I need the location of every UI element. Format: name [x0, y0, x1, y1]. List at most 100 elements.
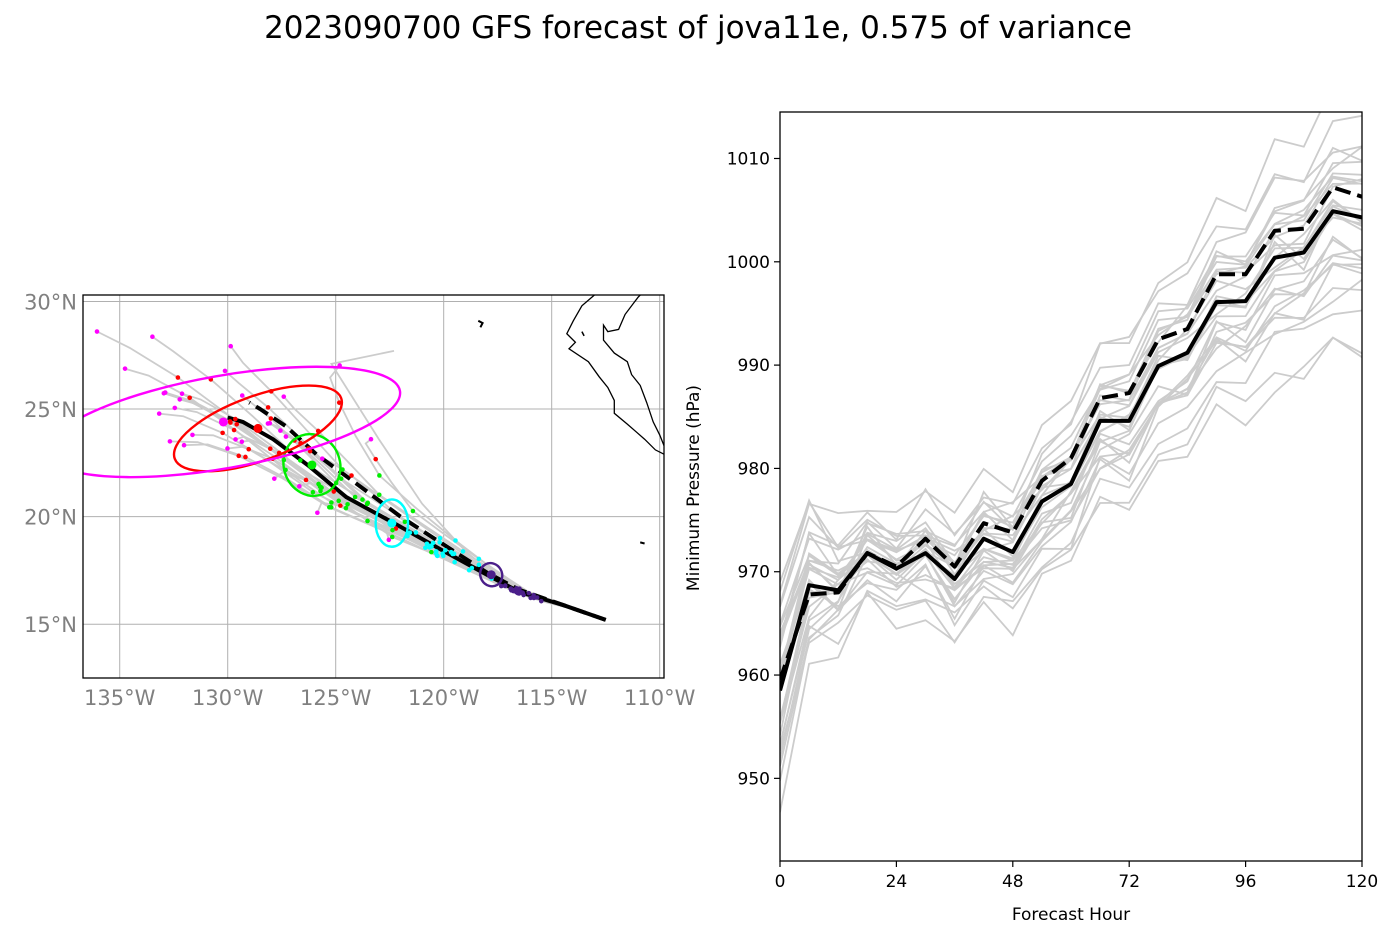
mean-position-dot: [253, 423, 263, 433]
ensemble-position-dot: [296, 484, 302, 489]
map-tick-labels: 135°W 130°W 125°W 120°W 115°W 110°W 15°N 20°N 25…: [24, 290, 696, 710]
map-y-tick-label: 30°N: [24, 290, 77, 314]
ensemble-position-dot: [511, 588, 516, 594]
ensemble-position-dot: [177, 397, 183, 402]
ensemble-position-dot: [538, 598, 544, 604]
ensemble-position-dot: [310, 489, 316, 495]
ensemble-track: [151, 335, 607, 621]
ensemble-position-dot: [161, 390, 167, 396]
ellipse-24h: [478, 561, 504, 588]
ensemble-position-dot: [526, 590, 532, 596]
ensemble-position-dot: [179, 391, 185, 397]
ensemble-pressure-line: [780, 262, 1362, 665]
ensemble-position-dot: [283, 434, 289, 439]
ensemble-position-dot: [393, 526, 399, 531]
mean-pressure-solid: [780, 209, 1362, 692]
ensemble-track: [224, 370, 607, 621]
ensemble-pressure-line: [780, 263, 1362, 678]
mean-position-dot: [307, 460, 317, 470]
ensemble-pressure-line: [780, 199, 1362, 747]
ensemble-position-dot: [336, 498, 342, 504]
ensemble-pressure-line: [780, 212, 1362, 736]
ensemble-position-dot: [327, 504, 332, 510]
map-x-tick-label: 110°W: [624, 686, 696, 710]
ensemble-position-dot: [172, 405, 178, 411]
ensemble-position-dot: [349, 473, 354, 478]
x-tick-label: 48: [1002, 872, 1024, 892]
y-tick-label: 980: [738, 459, 770, 479]
ensemble-position-dot: [520, 590, 526, 596]
mean-position-dot: [486, 570, 496, 580]
ensemble-position-dot: [413, 530, 419, 535]
ensemble-position-dot: [181, 442, 187, 448]
socorro-island: [639, 541, 645, 545]
cedros-island: [581, 331, 585, 337]
ensemble-position-dot: [365, 500, 371, 506]
ensemble-position-dot: [228, 420, 233, 425]
ensemble-position-dot: [167, 439, 173, 444]
ensemble-position-dot: [278, 428, 283, 433]
y-tick-label: 950: [738, 769, 770, 789]
ensemble-position-dot: [352, 494, 358, 500]
ensemble-position-dot: [402, 519, 408, 525]
ensemble-position-dot: [435, 553, 440, 559]
ensemble-position-dot: [336, 400, 342, 405]
ensemble-position-dot: [451, 551, 457, 557]
ensemble-position-dot: [236, 453, 242, 459]
mean-position-dot: [387, 518, 397, 528]
ensemble-track: [280, 429, 606, 621]
y-tick-label: 1010: [727, 149, 770, 169]
ensemble-position-dot: [233, 416, 238, 422]
ensemble-pressure-line: [780, 248, 1362, 767]
pressure-ticks: 0 24 48 72 96 120 950 960 970 980 990 1000 1010: [727, 149, 1378, 892]
ensemble-position-dot: [338, 503, 343, 508]
ensemble-track: [267, 422, 606, 621]
ensemble-position-dot: [239, 439, 245, 445]
ensemble-position-dot: [437, 539, 442, 545]
ensemble-position-dot: [534, 595, 540, 600]
ensemble-position-dot: [233, 437, 238, 442]
pressure-ensemble-lines: [780, 112, 1362, 813]
ellipse-72h: [282, 432, 342, 498]
ensemble-position-dot: [156, 411, 162, 416]
ensemble-position-dot: [427, 543, 433, 549]
ensemble-position-dot: [440, 551, 445, 557]
ensemble-position-dot: [239, 393, 245, 398]
ensemble-position-dot: [268, 416, 274, 421]
ensemble-position-dot: [246, 446, 252, 452]
ensemble-position-dot: [469, 565, 475, 571]
ensemble-position-dot: [429, 549, 434, 555]
ensemble-track: [174, 407, 606, 621]
ensemble-position-dot: [122, 366, 128, 371]
ensemble-position-dot: [190, 432, 195, 438]
x-tick-label: 96: [1235, 872, 1257, 892]
ensemble-position-dot: [231, 427, 237, 433]
ensemble-position-dot: [319, 485, 324, 490]
ensemble-position-dot: [225, 446, 230, 451]
map-x-tick-label: 115°W: [516, 686, 588, 710]
map-y-tick-label: 15°N: [24, 613, 77, 637]
x-tick-label: 120: [1346, 872, 1378, 892]
ensemble-pressure-line: [780, 146, 1362, 674]
ensemble-pressure-line: [780, 175, 1362, 607]
ensemble-position-dot: [343, 505, 349, 511]
ensemble-position-dot: [187, 395, 192, 401]
coastline: [477, 295, 664, 545]
baja-coastline: [566, 295, 664, 455]
x-tick-label: 72: [1118, 872, 1140, 892]
ensemble-position-dot: [423, 545, 428, 551]
ensemble-position-dot: [433, 549, 439, 554]
ensemble-position-dot: [345, 502, 350, 507]
ensemble-position-dot: [410, 508, 416, 514]
ensemble-position-dot: [460, 549, 466, 554]
map-frame: [82, 294, 665, 679]
ensemble-position-dot: [365, 518, 370, 524]
ensemble-position-dot: [271, 476, 277, 481]
ensemble-position-dot: [267, 446, 273, 451]
map-x-tick-label: 135°W: [84, 686, 156, 710]
ensemble-position-dot: [220, 430, 225, 436]
ensemble-position-dot: [298, 458, 303, 463]
ensemble-position-dot: [442, 547, 448, 553]
gulf-coastline: [602, 295, 664, 446]
